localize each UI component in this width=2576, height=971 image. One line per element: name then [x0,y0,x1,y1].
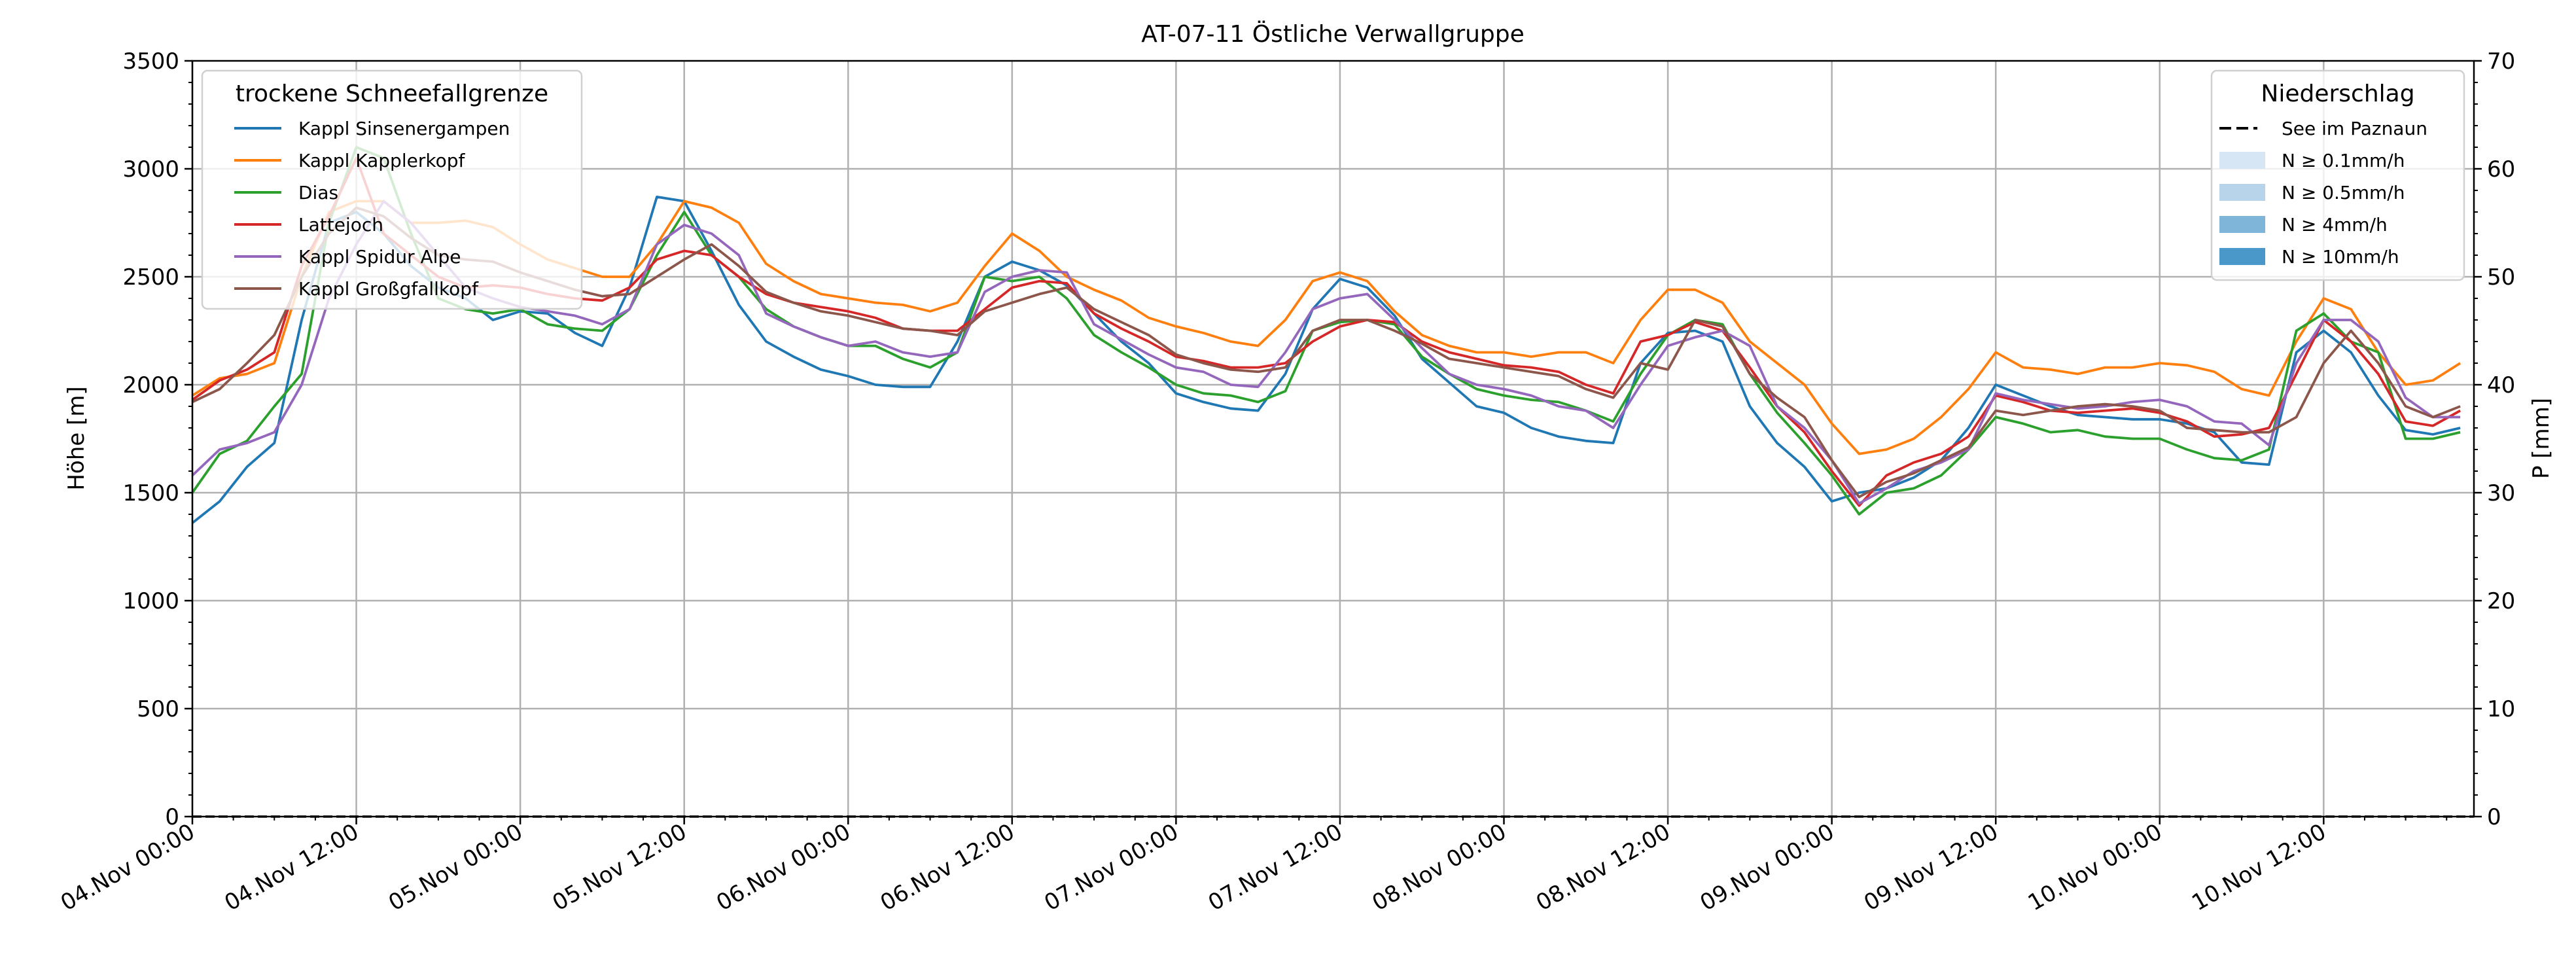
legend-label: Kappl Großgfallkopf [298,278,479,300]
y-right-tick-label: 50 [2487,264,2515,291]
legend-label: N ≥ 4mm/h [2282,214,2388,236]
y-right-tick-label: 10 [2487,696,2515,722]
chart-title: AT-07-11 Östliche Verwallgruppe [1141,20,1525,48]
x-tick-label: 10.Nov 12:00 [2187,819,2331,916]
x-tick-label: 07.Nov 12:00 [1204,819,1347,916]
plot-frame [191,60,2475,818]
y-right-tick-label: 40 [2487,372,2515,398]
legend-label: Dias [298,182,338,203]
legend-label: N ≥ 10mm/h [2282,246,2399,268]
y-axis-right: 0 10 20 30 40 50 60 70 [2474,48,2515,830]
x-tick-label: 04.Nov 12:00 [221,819,364,916]
legend-title: Niederschlag [2261,80,2414,107]
y-right-tick-label: 30 [2487,480,2515,506]
y-tick-label: 0 [165,804,179,830]
legend-label: See im Paznaun [2282,118,2427,139]
y-tick-label: 500 [137,696,179,722]
y-right-tick-label: 20 [2487,588,2515,614]
x-tick-label: 05.Nov 12:00 [548,819,692,916]
series-line-kappl-spidur-alpe [191,200,2461,505]
y-axis-right-label: P [mm] [2528,398,2554,479]
y-axis-label: Höhe [m] [63,386,90,490]
legend-patch [2219,184,2265,201]
y-tick-label: 1000 [122,588,179,614]
legend-label: Kappl Kapplerkopf [298,150,465,171]
x-tick-label: 05.Nov 00:00 [384,819,527,916]
x-tick-label: 08.Nov 00:00 [1367,819,1511,916]
legend-frame [201,69,583,310]
x-tick-label: 09.Nov 12:00 [1860,819,2003,916]
x-tick-label: 04.Nov 00:00 [56,819,200,916]
x-tick-label: 08.Nov 12:00 [1532,819,1675,916]
y-right-tick-label: 70 [2487,48,2515,75]
legend-label: N ≥ 0.1mm/h [2282,150,2405,171]
x-tick-label: 07.Nov 00:00 [1040,819,1183,916]
y-tick-label: 1500 [122,480,179,506]
x-tick-label: 06.Nov 12:00 [876,819,1019,916]
legend-label: Lattejoch [298,214,383,236]
legend-label: N ≥ 0.5mm/h [2282,182,2405,203]
legend-precipitation: Niederschlag See im Paznaun N ≥ 0.1mm/h N … [2210,69,2465,281]
y-tick-label: 2500 [122,264,179,291]
y-tick-label: 3000 [122,156,179,183]
y-right-tick-label: 0 [2487,804,2501,830]
legend-label: Kappl Sinsenergampen [298,118,510,139]
legend-snowfall: trockene Schneefallgrenze Kappl Sinsener… [201,69,583,310]
legend-frame [2210,69,2465,281]
legend-patch [2219,216,2265,233]
y-axis-left: 0 500 1000 1500 2000 2500 3000 3500 [122,48,192,830]
legend-patch [2219,248,2265,265]
x-axis: 04.Nov 00:00 04.Nov 12:00 05.Nov 00:00 05.N… [56,817,2448,916]
y-tick-label: 2000 [122,372,179,398]
legend-label: Kappl Spidur Alpe [298,246,461,268]
x-tick-label: 09.Nov 00:00 [1696,819,1839,916]
x-tick-label: 06.Nov 00:00 [712,819,855,916]
y-right-tick-label: 60 [2487,156,2515,183]
x-tick-label: 10.Nov 00:00 [2024,819,2167,916]
legend-title: trockene Schneefallgrenze [236,80,548,107]
legend-patch [2219,152,2265,169]
series-line-kappl-sinsenergampen [191,195,2461,524]
y-tick-label: 3500 [122,48,179,75]
